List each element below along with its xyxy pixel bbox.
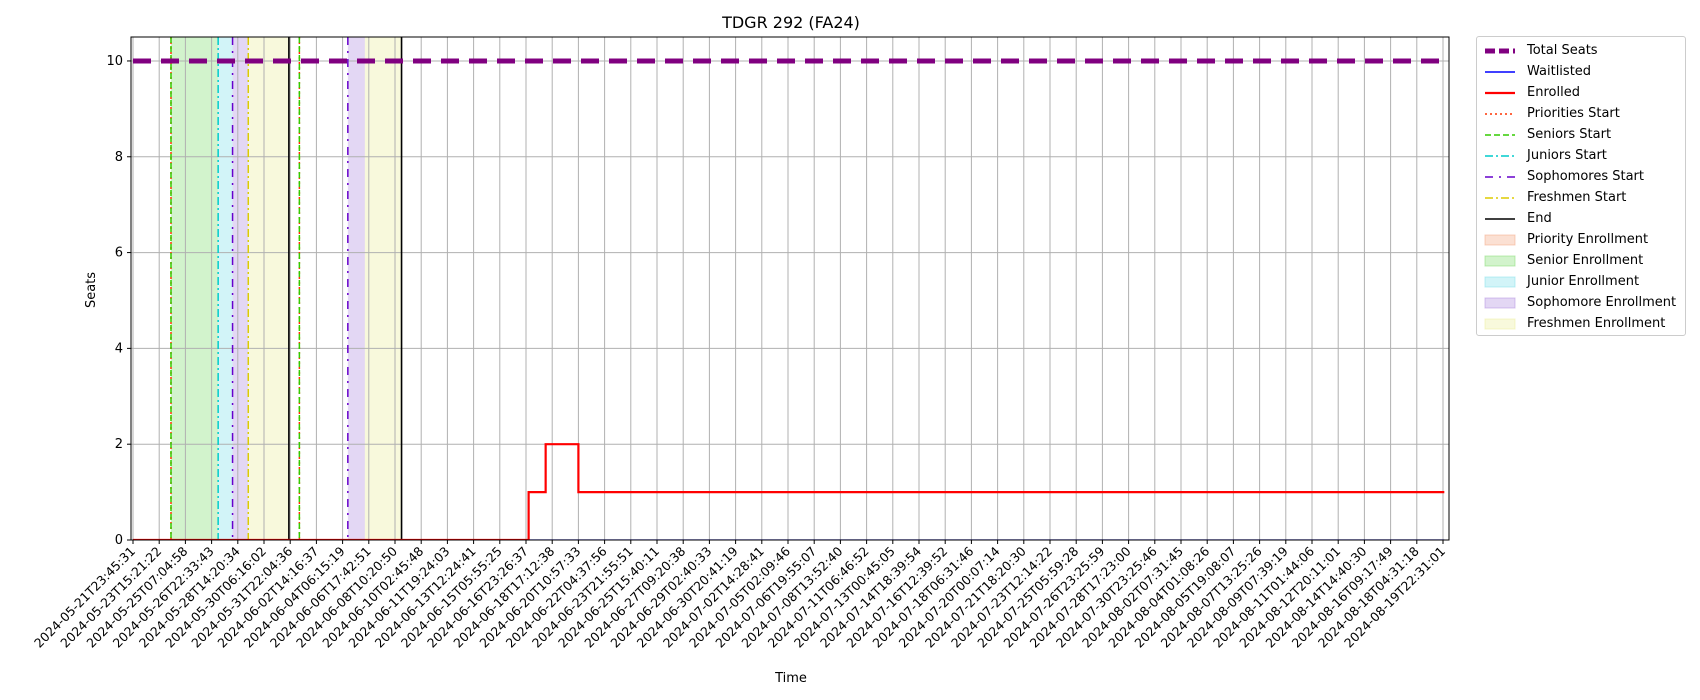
y-axis-label: Seats xyxy=(84,272,99,308)
y-tick-label: 8 xyxy=(115,150,123,165)
y-tick-label: 0 xyxy=(115,533,123,548)
legend-swatch xyxy=(1485,133,1515,136)
y-tick-label: 2 xyxy=(115,437,123,452)
shaded-region-junior-enrollment xyxy=(218,37,233,540)
legend-swatch xyxy=(1484,318,1516,329)
y-tick-label: 10 xyxy=(106,54,123,69)
legend-label: Juniors Start xyxy=(1527,148,1607,163)
legend-item-junior-enrollment: Junior Enrollment xyxy=(1483,271,1679,292)
chart-legend: Total Seats Waitlisted Enrolled Priorities … xyxy=(1476,36,1686,336)
legend-item-enrolled: Enrolled xyxy=(1483,82,1679,103)
legend-label: End xyxy=(1527,211,1552,226)
legend-label: Junior Enrollment xyxy=(1527,274,1640,289)
legend-item-end: End xyxy=(1483,208,1679,229)
legend-swatch xyxy=(1485,112,1515,115)
shaded-region-sophomore-enrollment xyxy=(347,37,365,540)
legend-swatch xyxy=(1485,175,1515,178)
legend-item-senior-enrollment: Senior Enrollment xyxy=(1483,250,1679,271)
legend-label: Sophomore Enrollment xyxy=(1527,295,1677,310)
legend-item-juniors-start: Juniors Start xyxy=(1483,145,1679,166)
legend-label: Freshmen Enrollment xyxy=(1527,316,1666,331)
legend-label: Waitlisted xyxy=(1527,64,1592,79)
legend-swatch xyxy=(1484,255,1516,266)
legend-swatch xyxy=(1485,70,1515,73)
legend-label: Total Seats xyxy=(1527,43,1598,58)
legend-item-priority-enrollment: Priority Enrollment xyxy=(1483,229,1679,250)
legend-swatch xyxy=(1485,217,1515,220)
legend-label: Priorities Start xyxy=(1527,106,1620,121)
legend-label: Priority Enrollment xyxy=(1527,232,1649,247)
legend-swatch xyxy=(1485,154,1515,157)
y-tick-label: 6 xyxy=(115,246,123,261)
legend-label: Seniors Start xyxy=(1527,127,1612,142)
legend-label: Freshmen Start xyxy=(1527,190,1627,205)
plot-frame xyxy=(130,36,1450,541)
legend-swatch xyxy=(1485,196,1515,199)
shaded-region-sophomore-enrollment xyxy=(232,37,249,540)
chart-title: TDGR 292 (FA24) xyxy=(721,13,860,32)
legend-item-total-seats: Total Seats xyxy=(1483,40,1679,61)
legend-item-sophomore-enrollment: Sophomore Enrollment xyxy=(1483,292,1679,313)
legend-swatch xyxy=(1484,297,1516,308)
shaded-region-senior-enrollment xyxy=(170,37,219,540)
legend-swatch xyxy=(1484,276,1516,287)
legend-item-freshmen-start: Freshmen Start xyxy=(1483,187,1679,208)
legend-swatch xyxy=(1485,91,1515,94)
x-axis-label: Time xyxy=(774,671,807,686)
legend-item-seniors-start: Seniors Start xyxy=(1483,124,1679,145)
series-line-enrolled xyxy=(133,443,1445,540)
y-tick-label: 4 xyxy=(115,341,123,356)
shaded-region-freshmen-enrollment xyxy=(364,37,402,540)
legend-item-freshmen-enrollment: Freshmen Enrollment xyxy=(1483,313,1679,334)
legend-swatch xyxy=(1484,234,1516,245)
legend-item-sophomores-start: Sophomores Start xyxy=(1483,166,1679,187)
legend-swatch xyxy=(1485,48,1515,53)
shaded-region-freshmen-enrollment xyxy=(248,37,289,540)
legend-item-waitlisted: Waitlisted xyxy=(1483,61,1679,82)
legend-label: Senior Enrollment xyxy=(1527,253,1644,268)
legend-item-priorities-start: Priorities Start xyxy=(1483,103,1679,124)
legend-label: Sophomores Start xyxy=(1527,169,1644,184)
legend-label: Enrolled xyxy=(1527,85,1580,100)
